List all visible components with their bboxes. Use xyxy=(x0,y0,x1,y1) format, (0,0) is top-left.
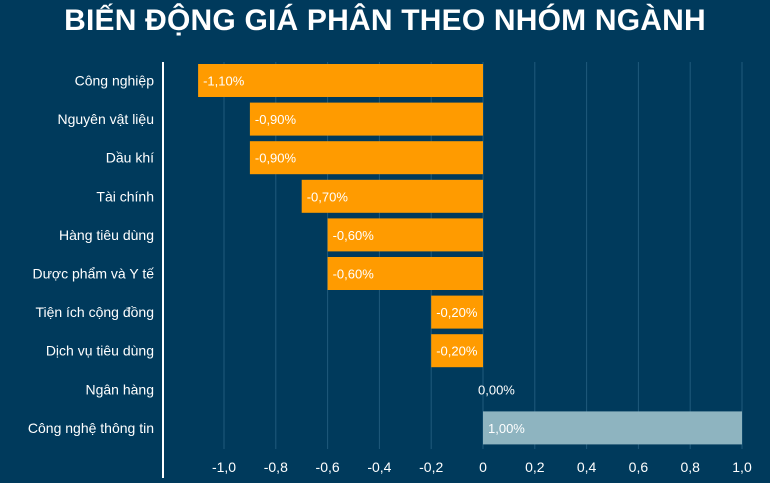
bar xyxy=(327,257,483,290)
x-tick-label: 0 xyxy=(479,459,487,475)
bar xyxy=(301,179,483,213)
x-tick-label: -0,4 xyxy=(367,459,391,475)
bar xyxy=(249,102,483,136)
data-label: -0,60% xyxy=(333,267,375,282)
x-tick-label: -0,8 xyxy=(264,459,288,475)
category-label: Tiện ích cộng đồng xyxy=(35,304,154,320)
x-tick-label: -0,6 xyxy=(316,459,340,475)
category-label: Công nghệ thông tin xyxy=(28,420,154,436)
bar xyxy=(198,64,483,97)
data-label: -0,20% xyxy=(436,305,478,320)
data-label: -1,10% xyxy=(203,74,245,89)
category-label: Dược phẩm và Y tế xyxy=(32,266,154,282)
x-tick-label: 0,6 xyxy=(629,459,649,475)
x-tick-label: -0,2 xyxy=(419,459,443,475)
bar xyxy=(327,218,483,252)
x-tick-label: -1,0 xyxy=(212,459,236,475)
data-label: -0,20% xyxy=(436,344,478,359)
x-tick-label: 0,8 xyxy=(680,459,700,475)
category-label: Công nghiệp xyxy=(75,73,155,89)
chart-title: BIẾN ĐỘNG GIÁ PHÂN THEO NHÓM NGÀNH xyxy=(64,4,706,37)
data-label: 1,00% xyxy=(488,421,525,436)
data-label: -0,60% xyxy=(333,228,375,243)
data-label: -0,90% xyxy=(255,112,297,127)
category-label: Hàng tiêu dùng xyxy=(59,227,154,243)
bar xyxy=(483,411,742,445)
bar xyxy=(431,334,483,368)
category-label: Dịch vụ tiêu dùng xyxy=(46,343,154,359)
x-tick-label: 0,4 xyxy=(577,459,597,475)
data-label: -0,90% xyxy=(255,151,297,166)
x-tick-label: 0,2 xyxy=(525,459,545,475)
category-label: Dầu khí xyxy=(106,150,154,166)
x-tick-label: 1,0 xyxy=(732,459,752,475)
category-label: Ngân hàng xyxy=(85,381,154,397)
data-label: 0,00% xyxy=(478,382,515,397)
category-label: Tài chính xyxy=(96,188,154,204)
data-label: -0,70% xyxy=(307,189,349,204)
bar xyxy=(431,295,483,329)
category-label: Nguyên vật liệu xyxy=(57,111,154,127)
bar xyxy=(249,141,483,175)
